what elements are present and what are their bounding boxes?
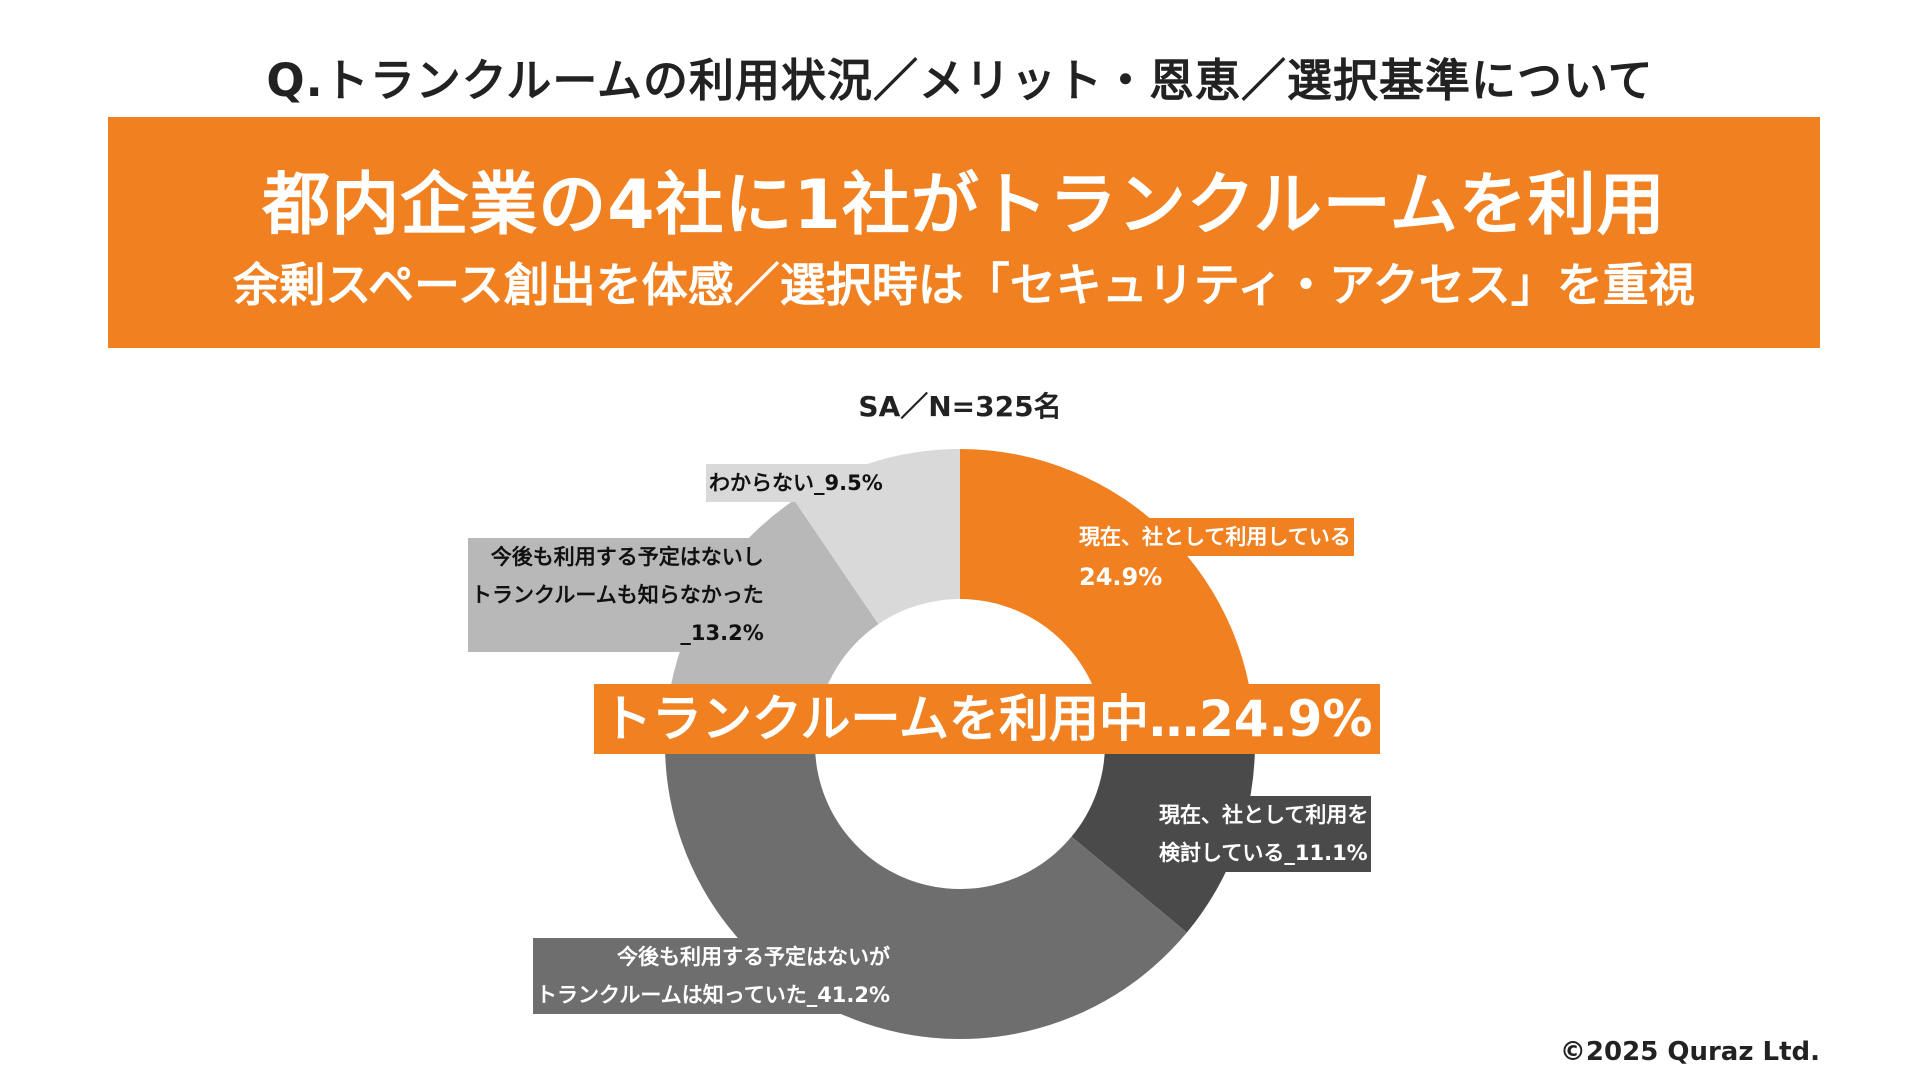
donut-slice-1 (960, 449, 1255, 744)
copyright: ©2025 Quraz Ltd. (1559, 1037, 1820, 1067)
label-unknown-line3: _13.2% (468, 614, 767, 652)
label-considering-line2: 検討している_11.1% (1156, 834, 1372, 872)
label-unknown-line2: トランクルームも知らなかった (468, 576, 767, 614)
label-current-use-pct: 24.9% (1079, 563, 1163, 591)
donut-slice-4 (668, 500, 879, 724)
callout-using-rate: トランクルームを利用中…24.9% (594, 684, 1381, 754)
label-unknown-line1: 今後も利用する予定はないし (468, 538, 767, 576)
label-considering-line1: 現在、社として利用を (1156, 796, 1372, 834)
sample-note: SA／N=325名 (858, 390, 1062, 423)
headline: 都内企業の4社に1社がトランクルームを利用 (262, 166, 1666, 245)
label-dont-know: わからない_9.5% (706, 464, 886, 502)
label-knew-line2: トランクルームは知っていた_41.2% (533, 976, 894, 1014)
label-knew-not-using: 今後も利用する予定はないが トランクルームは知っていた_41.2% (533, 938, 894, 1014)
label-dk-line1: わからない_9.5% (706, 464, 886, 502)
label-current-use-line1: 現在、社として利用している (1076, 518, 1354, 556)
label-knew-line1: 今後も利用する予定はないが (533, 938, 894, 976)
label-current-use: 現在、社として利用している 24.9% (1076, 518, 1354, 596)
question-title: Q.トランクルームの利用状況／メリット・恩恵／選択基準について (266, 54, 1654, 107)
label-did-not-know: 今後も利用する予定はないし トランクルームも知らなかった _13.2% (468, 538, 767, 652)
label-considering: 現在、社として利用を 検討している_11.1% (1156, 796, 1372, 872)
headline-banner: 都内企業の4社に1社がトランクルームを利用 余剰スペース創出を体感／選択時は「セ… (108, 117, 1820, 348)
subheadline: 余剰スペース創出を体感／選択時は「セキュリティ・アクセス」を重視 (233, 258, 1695, 312)
